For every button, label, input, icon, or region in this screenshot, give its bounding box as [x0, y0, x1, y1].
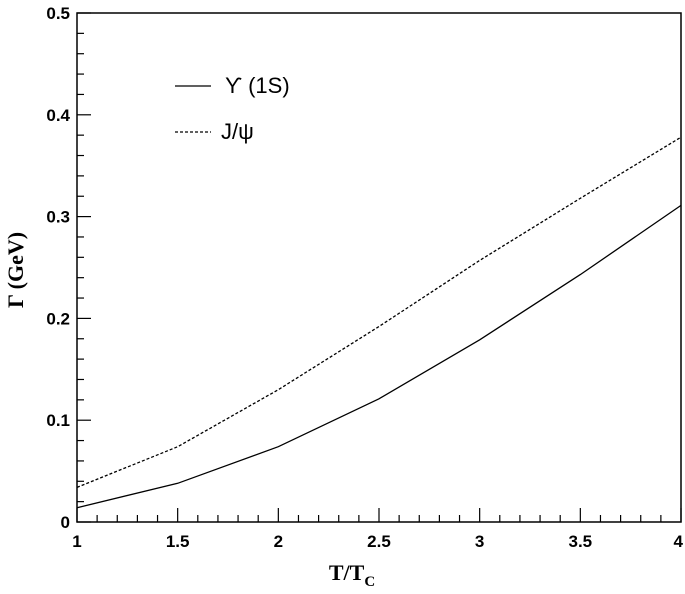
legend-label-upsilon: ϒ (1S): [225, 73, 290, 98]
x-axis-title: T/TC: [329, 560, 375, 590]
y-axis-title: Γ (GeV): [3, 232, 28, 308]
legend: ϒ (1S) J/ψ: [175, 73, 290, 144]
series-lines: [76, 136, 682, 509]
x-tick-label: 2: [274, 532, 283, 551]
x-tick-label: 4: [674, 532, 684, 551]
x-tick-label: 1: [72, 532, 81, 551]
x-tick-label: 3.5: [569, 532, 593, 551]
x-axis-title-subscript: C: [364, 574, 375, 590]
x-tick-label: 2.5: [367, 532, 391, 551]
legend-label-jpsi: J/ψ: [221, 119, 254, 144]
y-tick-label: 0: [61, 513, 70, 532]
y-tick-label: 0.3: [46, 208, 70, 227]
x-tick-label: 1.5: [166, 532, 190, 551]
y-tick-labels: 0 0.1 0.2 0.3 0.4 0.5: [46, 4, 70, 532]
x-tick-labels: 1 1.5 2 2.5 3 3.5 4: [72, 532, 683, 551]
series-line-upsilon: [76, 204, 682, 509]
y-tick-label: 0.5: [46, 4, 70, 23]
axis-ticks: [76, 12, 682, 523]
x-tick-label: 3: [475, 532, 484, 551]
y-tick-label: 0.4: [46, 106, 70, 125]
series-line-jpsi: [76, 136, 682, 489]
y-tick-label: 0.2: [46, 309, 70, 328]
y-tick-label: 0.1: [46, 411, 70, 430]
